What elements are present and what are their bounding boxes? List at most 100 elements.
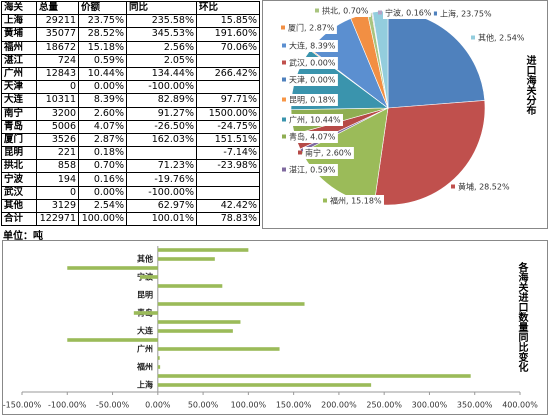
label-background [287, 131, 338, 143]
label-background [303, 147, 354, 159]
x-tick-label: 400.00% [502, 401, 538, 410]
table-cell: 28.52% [78, 27, 127, 42]
y-tick-label: 大连 [137, 326, 154, 336]
table-row: 广州 12843 10.44% 134.44% 266.42% [1, 66, 260, 82]
table-cell: 其他 [1, 198, 37, 214]
table-cell: -7.14% [196, 146, 260, 161]
table-cell: -23.98% [196, 159, 260, 174]
table-cell: 70.06% [196, 40, 260, 55]
bar [67, 338, 158, 342]
table-cell: -19.76% [126, 172, 197, 187]
table-row: 福州 18672 15.18% 2.56% 70.06% [1, 40, 260, 55]
header-cell: 环比 [196, 0, 260, 16]
x-tick-label: 200.00% [321, 401, 357, 410]
table-cell: 1500.00% [196, 106, 260, 121]
table-cell: 0.18% [78, 146, 127, 161]
slice-label: 其他, 2.54% [478, 33, 525, 43]
x-tick-label: 350.00% [457, 401, 493, 410]
y-tick-label: 昆明 [137, 290, 153, 300]
label-background [438, 8, 494, 20]
table-cell: 0.59% [78, 53, 127, 68]
bar [67, 266, 158, 270]
table-row: 黄埔 35077 28.52% 345.53% 191.60% [1, 27, 260, 42]
label-swatch [298, 150, 302, 155]
table-row: 青岛 5006 4.07% -26.50% -24.75% [1, 119, 260, 134]
slice-label: 拱北, 0.70% [322, 6, 369, 16]
table-cell: 162.03% [126, 132, 197, 148]
table-cell: 青岛 [1, 119, 37, 134]
label-background [287, 74, 338, 86]
table-cell: 18672 [36, 40, 79, 55]
table-cell: 昆明 [1, 146, 37, 161]
table-cell: 78.83% [196, 211, 260, 227]
x-tick-label: 100.00% [231, 401, 267, 410]
bar-title: 各海关进口数量同比变化 [516, 261, 529, 373]
table-cell: 29211 [36, 14, 79, 29]
table-cell: 151.51% [196, 132, 260, 148]
x-tick-label: 300.00% [412, 401, 448, 410]
bar [157, 257, 215, 261]
y-tick-label: 福州 [136, 362, 153, 372]
table-cell [196, 172, 260, 187]
table-cell: 221 [36, 146, 79, 161]
table-cell: 2.05% [126, 53, 197, 68]
table-cell: 97.71% [196, 93, 260, 108]
label-swatch [281, 25, 285, 30]
table-cell: 122971 [36, 211, 79, 227]
table-cell: 0.00% [78, 185, 127, 200]
y-tick-label: 广州 [137, 344, 153, 354]
y-tick-label: 其他 [137, 254, 153, 264]
slice-label: 宁波, 0.16% [385, 8, 432, 18]
slice-label: 天津, 0.00% [289, 75, 336, 85]
label-swatch [282, 167, 286, 172]
x-tick-label: -50.00% [96, 401, 130, 410]
pie-slice [373, 100, 486, 206]
table-cell: 0.70% [78, 159, 127, 174]
table-cell: 191.60% [196, 27, 260, 42]
table-cell: 上海 [1, 14, 37, 29]
label-background [320, 5, 371, 17]
table-cell: 62.97% [126, 198, 197, 214]
table-cell: 266.42% [196, 66, 260, 82]
label-swatch [282, 97, 286, 102]
table-cell: -100.00% [126, 185, 197, 200]
label-swatch [282, 77, 286, 82]
table-cell: 3526 [36, 132, 79, 148]
table-cell [196, 53, 260, 68]
table-cell: 南宁 [1, 106, 37, 121]
slice-label: 福州, 15.18% [330, 197, 382, 206]
pie-title: 进口海关分布 [524, 54, 536, 116]
label-swatch [282, 117, 286, 122]
table-cell: -26.50% [126, 119, 197, 134]
table-cell: 0 [36, 185, 79, 200]
table-cell: 10311 [36, 93, 79, 108]
table-cell: 2.60% [78, 106, 127, 121]
bar [157, 284, 223, 288]
label-background [476, 32, 527, 44]
slice-label: 厦门, 2.87% [288, 23, 335, 33]
table-cell: 10.44% [78, 66, 127, 82]
header-cell: 总量 [36, 0, 79, 16]
label-background [287, 114, 343, 126]
x-tick-label: 50.00% [188, 401, 219, 410]
label-swatch [451, 184, 455, 189]
label-background [383, 7, 434, 19]
slice-label: 黄埔, 28.52% [458, 182, 510, 192]
table-cell: 天津 [1, 80, 37, 95]
header-cell: 同比 [126, 0, 197, 16]
table-cell: 15.18% [78, 40, 127, 55]
label-background [287, 40, 338, 52]
table-cell: 2.54% [78, 198, 127, 214]
bar [157, 383, 372, 387]
table-cell: -100.00% [126, 80, 197, 95]
table-cell: 宁波 [1, 172, 37, 187]
x-tick-label: 150.00% [276, 401, 312, 410]
slice-label: 湛江, 0.59% [289, 166, 336, 175]
table-cell: 23.75% [78, 14, 127, 29]
slice-label: 上海, 23.75% [440, 9, 492, 19]
label-background [286, 22, 337, 34]
bar [157, 248, 249, 252]
table-row: 大连 10311 8.39% 82.89% 97.71% [1, 93, 260, 108]
